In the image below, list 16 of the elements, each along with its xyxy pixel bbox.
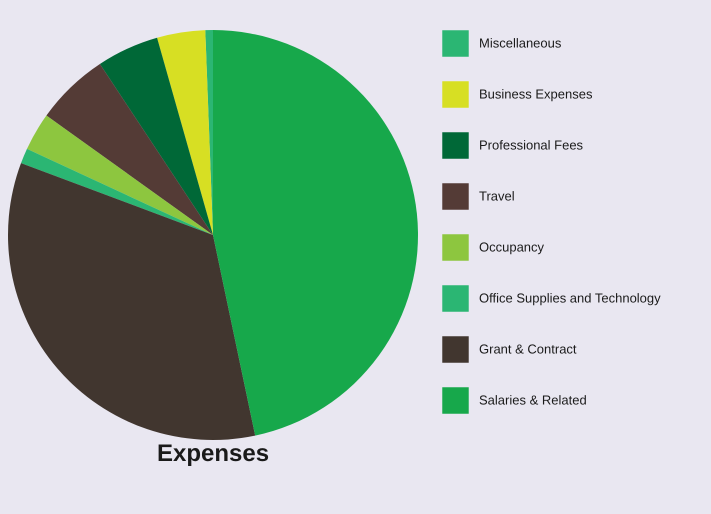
pie-slice [21,148,213,235]
legend-label: Office Supplies and Technology [479,290,662,306]
pie-slice [8,163,256,440]
pie-slice [26,116,213,235]
legend-label: Miscellaneous [479,36,562,50]
legend-label: Occupancy [479,240,545,254]
text: Expenses [156,440,270,467]
legend-label: Business Expenses [479,86,593,102]
pie-slice [157,30,213,235]
pie-slice [46,64,213,235]
legend-label: Travel [479,188,515,204]
legend-label: Grant & Contract [479,342,577,356]
pie-slice [100,38,213,235]
legend-label: Salaries & Related [479,392,587,408]
pie-slice [213,30,418,436]
legend-label: Professional Fees [479,138,584,152]
